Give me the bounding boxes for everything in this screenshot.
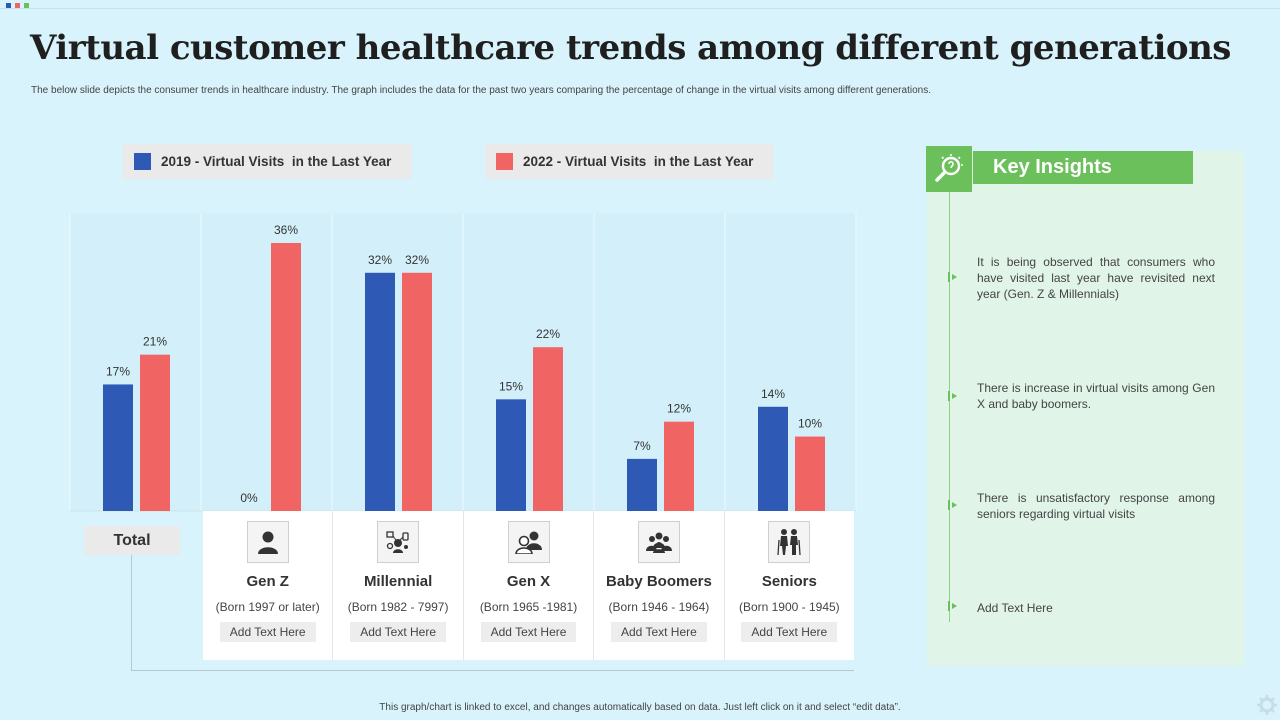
data-label: 0% bbox=[240, 491, 258, 505]
add-text-placeholder[interactable]: Add Text Here bbox=[741, 622, 838, 642]
insight-item-4[interactable]: Add Text Here bbox=[977, 601, 1053, 615]
insight-marker bbox=[948, 391, 957, 401]
data-label: 15% bbox=[499, 379, 523, 393]
insight-marker bbox=[948, 500, 957, 510]
insight-item-1: It is being observed that consumers who … bbox=[977, 255, 1215, 301]
generation-panel: Gen Z (Born 1997 or later) Add Text Here… bbox=[203, 511, 854, 660]
bar-2022-total[interactable] bbox=[140, 354, 170, 511]
lightbulb-magnifier-icon bbox=[926, 146, 972, 192]
insight-marker bbox=[948, 272, 957, 282]
generation-born: (Born 1900 - 1945) bbox=[738, 600, 840, 614]
bar-2019-seniors[interactable] bbox=[758, 406, 788, 511]
bar-2022-gen-x[interactable] bbox=[533, 347, 563, 511]
blue-dot bbox=[6, 3, 11, 8]
legend-item-2022[interactable]: 2022 - Virtual Visits in the Last Year bbox=[485, 144, 773, 179]
insight-item-3: There is unsatisfactory response among s… bbox=[977, 491, 1215, 521]
data-label: 10% bbox=[798, 417, 822, 431]
bar-2022-baby-boomers[interactable] bbox=[664, 421, 694, 511]
generation-gen-x: Gen X (Born 1965 -1981) Add Text Here bbox=[464, 511, 595, 660]
generation-millennial: Millennial (Born 1982 - 7997) Add Text H… bbox=[333, 511, 464, 660]
generation-name: Baby Boomers bbox=[605, 573, 712, 590]
generation-born: (Born 1965 -1981) bbox=[479, 600, 578, 614]
footer-note: This graph/chart is linked to excel, and… bbox=[379, 702, 901, 713]
bar-2019-millennial[interactable] bbox=[365, 272, 395, 511]
total-connector-horizontal bbox=[131, 670, 854, 671]
generation-name: Gen X bbox=[506, 573, 551, 590]
data-label: 32% bbox=[368, 253, 392, 267]
gear-icon bbox=[1257, 695, 1277, 715]
data-label: 32% bbox=[405, 253, 429, 267]
bar-2022-gen-z[interactable] bbox=[271, 243, 301, 511]
add-text-placeholder[interactable]: Add Text Here bbox=[611, 622, 707, 642]
generation-name: Seniors bbox=[761, 573, 817, 590]
group-icon bbox=[637, 521, 680, 563]
generation-name: Millennial bbox=[363, 573, 433, 590]
bar-2019-gen-x[interactable] bbox=[496, 399, 526, 511]
legend-swatch-2019 bbox=[134, 153, 151, 170]
bar-2022-millennial[interactable] bbox=[402, 272, 432, 511]
add-text-placeholder[interactable]: Add Text Here bbox=[480, 622, 577, 642]
page-title: Virtual customer healthcare trends among… bbox=[30, 28, 1231, 68]
generation-seniors: Seniors (Born 1900 - 1945) Add Text Here bbox=[725, 511, 854, 660]
elderly-couple-icon bbox=[768, 521, 811, 563]
data-label: 17% bbox=[106, 364, 130, 378]
bar-2019-baby-boomers[interactable] bbox=[627, 458, 657, 511]
total-connector-vertical bbox=[131, 555, 132, 670]
data-label: 12% bbox=[667, 402, 691, 416]
top-divider bbox=[0, 8, 1280, 9]
category-total-label: Total bbox=[84, 526, 180, 555]
bar-2022-seniors[interactable] bbox=[795, 436, 825, 511]
data-label: 36% bbox=[274, 223, 298, 237]
legend-item-2019[interactable]: 2019 - Virtual Visits in the Last Year bbox=[123, 144, 412, 179]
add-text-placeholder[interactable]: Add Text Here bbox=[219, 622, 316, 642]
insight-marker bbox=[948, 601, 957, 611]
legend-label-2022: 2022 - Virtual Visits in the Last Year bbox=[523, 154, 754, 169]
key-insights-panel bbox=[927, 151, 1244, 666]
green-dot bbox=[24, 3, 29, 8]
window-dots bbox=[6, 3, 29, 8]
bar-2019-total[interactable] bbox=[103, 384, 133, 511]
generation-born: (Born 1982 - 7997) bbox=[347, 600, 449, 614]
data-label: 7% bbox=[633, 439, 651, 453]
person-icon bbox=[246, 521, 289, 563]
insight-item-2: There is increase in virtual visits amon… bbox=[977, 381, 1215, 411]
generation-baby-boomers: Baby Boomers (Born 1946 - 1964) Add Text… bbox=[594, 511, 725, 660]
add-text-placeholder[interactable]: Add Text Here bbox=[350, 622, 447, 642]
millennial-devices-icon bbox=[377, 521, 420, 563]
couple-icon bbox=[507, 521, 550, 563]
legend-swatch-2022 bbox=[496, 153, 513, 170]
red-dot bbox=[15, 3, 20, 8]
generation-born: (Born 1946 - 1964) bbox=[608, 600, 710, 614]
generation-gen-z: Gen Z (Born 1997 or later) Add Text Here bbox=[203, 511, 334, 660]
data-label: 21% bbox=[143, 335, 167, 349]
data-label: 22% bbox=[536, 327, 560, 341]
key-insights-header: Key Insights bbox=[973, 151, 1193, 184]
legend-label-2019: 2019 - Virtual Visits in the Last Year bbox=[161, 154, 392, 169]
page-subtitle: The below slide depicts the consumer tre… bbox=[31, 85, 931, 96]
data-label: 14% bbox=[761, 387, 785, 401]
insights-timeline bbox=[949, 192, 950, 622]
generation-name: Gen Z bbox=[246, 573, 289, 590]
generation-born: (Born 1997 or later) bbox=[215, 600, 320, 614]
